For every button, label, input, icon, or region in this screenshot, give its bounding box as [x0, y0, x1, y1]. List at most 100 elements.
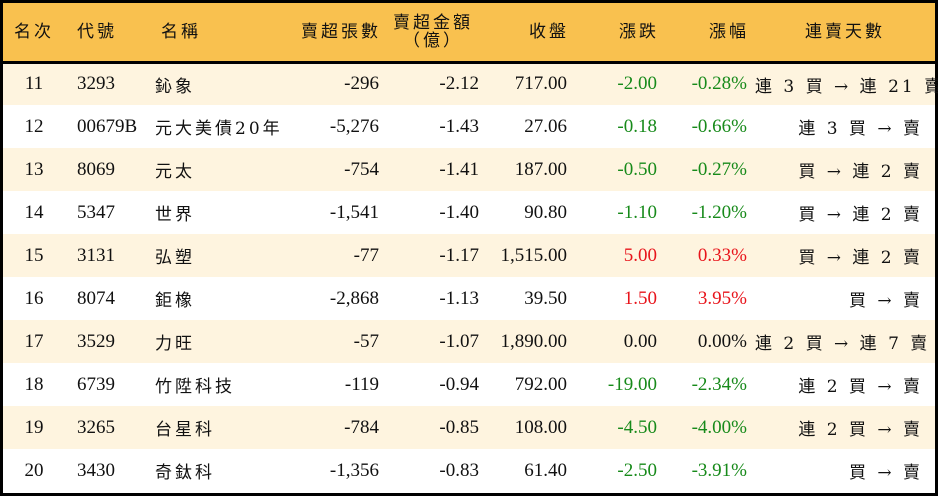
- cell-rank: 16: [24, 287, 44, 309]
- header-net-sell-amount-line1: 賣超金額: [393, 12, 473, 33]
- cell-rank: 11: [24, 73, 44, 95]
- table-body: 11 3293 鈊象 -296 -2.12 717.00 -2.00 -0.28…: [3, 62, 938, 492]
- header-name[interactable]: 名稱: [161, 21, 201, 42]
- cell-change: -1.10: [617, 201, 657, 223]
- cell-close: 717.00: [514, 73, 567, 95]
- cell-code: 3293: [77, 73, 115, 95]
- cell-net-sell-lots: -5,276: [329, 115, 379, 137]
- cell-net-sell-amount: -1.17: [439, 244, 479, 266]
- cell-net-sell-lots: -119: [344, 373, 379, 395]
- header-row: 名次 代號 名稱 賣超張數 賣超金額 （億） 收盤 漲跌 漲幅 連賣天數: [3, 3, 935, 62]
- table-row[interactable]: 16 8074 鉅橡 -2,868 -1.13 39.50 1.50 3.95%…: [3, 277, 935, 320]
- cell-net-sell-amount: -1.13: [439, 287, 479, 309]
- cell-change-pct: -1.20%: [691, 201, 747, 223]
- cell-close: 1,890.00: [500, 330, 568, 352]
- cell-change: -2.50: [617, 459, 657, 481]
- cell-net-sell-lots: -754: [344, 158, 379, 180]
- cell-code: 3131: [77, 244, 115, 266]
- header-net-sell-amount[interactable]: 賣超金額 （億）: [385, 3, 485, 62]
- cell-change: 5.00: [623, 244, 657, 266]
- cell-rank: 12: [24, 115, 44, 137]
- cell-code: 00679B: [77, 115, 138, 137]
- header-change[interactable]: 漲跌: [619, 21, 659, 42]
- cell-streak: 連 3 買 → 賣: [798, 119, 923, 139]
- header-net-sell-lots[interactable]: 賣超張數: [301, 21, 381, 42]
- cell-net-sell-lots: -784: [344, 416, 379, 438]
- cell-net-sell-amount: -2.12: [439, 73, 479, 95]
- cell-close: 187.00: [514, 158, 567, 180]
- table-row[interactable]: 11 3293 鈊象 -296 -2.12 717.00 -2.00 -0.28…: [3, 62, 938, 105]
- cell-name[interactable]: 弘塑: [155, 248, 195, 268]
- cell-rank: 20: [24, 459, 44, 481]
- cell-streak: 連 2 買 → 賣: [798, 420, 923, 440]
- cell-change-pct: -2.34%: [691, 373, 747, 395]
- cell-change: -2.00: [617, 73, 657, 95]
- table-row[interactable]: 18 6739 竹陞科技 -119 -0.94 792.00 -19.00 -2…: [3, 363, 935, 406]
- table-header: 名次 代號 名稱 賣超張數 賣超金額 （億） 收盤 漲跌 漲幅 連賣天數: [3, 3, 935, 62]
- cell-rank: 15: [24, 244, 44, 266]
- cell-rank: 18: [24, 373, 44, 395]
- table-row[interactable]: 15 3131 弘塑 -77 -1.17 1,515.00 5.00 0.33%…: [3, 234, 935, 277]
- header-net-sell-amount-line2: （億）: [403, 30, 463, 51]
- table-row[interactable]: 14 5347 世界 -1,541 -1.40 90.80 -1.10 -1.2…: [3, 191, 935, 234]
- cell-close: 792.00: [514, 373, 567, 395]
- cell-net-sell-lots: -296: [344, 73, 379, 95]
- cell-change-pct: -0.27%: [691, 158, 747, 180]
- cell-code: 6739: [77, 373, 115, 395]
- cell-net-sell-amount: -1.40: [439, 201, 479, 223]
- cell-name[interactable]: 世界: [155, 205, 195, 225]
- cell-net-sell-lots: -1,541: [329, 201, 379, 223]
- cell-change-pct: 0.33%: [697, 244, 747, 266]
- table-row[interactable]: 17 3529 力旺 -57 -1.07 1,890.00 0.00 0.00%…: [3, 320, 935, 363]
- header-streak[interactable]: 連賣天數: [805, 21, 885, 42]
- table-row[interactable]: 19 3265 台星科 -784 -0.85 108.00 -4.50 -4.0…: [3, 406, 935, 449]
- header-code[interactable]: 代號: [77, 21, 117, 42]
- cell-close: 27.06: [524, 115, 567, 137]
- cell-net-sell-lots: -57: [353, 330, 379, 352]
- cell-change-pct: -0.28%: [691, 73, 747, 95]
- header-close[interactable]: 收盤: [529, 21, 569, 42]
- cell-close: 61.40: [524, 459, 567, 481]
- cell-net-sell-lots: -1,356: [329, 459, 379, 481]
- cell-rank: 14: [24, 201, 44, 223]
- table-row[interactable]: 12 00679B 元大美債20年 -5,276 -1.43 27.06 -0.…: [3, 105, 935, 148]
- cell-name[interactable]: 力旺: [155, 334, 195, 354]
- header-change-pct[interactable]: 漲幅: [709, 21, 749, 42]
- cell-code: 3265: [77, 416, 115, 438]
- cell-code: 5347: [77, 201, 115, 223]
- cell-close: 39.50: [524, 287, 567, 309]
- cell-name[interactable]: 元太: [155, 162, 195, 182]
- cell-change: 0.00: [623, 330, 657, 352]
- cell-change: 1.50: [623, 287, 657, 309]
- cell-streak: 買 → 賣: [848, 291, 923, 311]
- cell-change-pct: -0.66%: [691, 115, 747, 137]
- cell-net-sell-amount: -0.94: [439, 373, 479, 395]
- cell-rank: 19: [24, 416, 44, 438]
- cell-close: 1,515.00: [500, 244, 568, 266]
- cell-streak: 買 → 連 2 賣: [798, 205, 923, 225]
- cell-streak: 買 → 連 2 賣: [798, 162, 923, 182]
- cell-streak: 連 3 買 → 連 21 賣: [755, 76, 938, 97]
- cell-close: 90.80: [524, 201, 567, 223]
- table-row[interactable]: 13 8069 元太 -754 -1.41 187.00 -0.50 -0.27…: [3, 148, 935, 191]
- cell-name[interactable]: 元大美債20年: [155, 119, 283, 139]
- table-row[interactable]: 20 3430 奇鈦科 -1,356 -0.83 61.40 -2.50 -3.…: [3, 449, 935, 492]
- cell-name[interactable]: 鈊象: [155, 76, 195, 97]
- cell-net-sell-lots: -77: [353, 244, 379, 266]
- cell-change-pct: 0.00%: [697, 330, 747, 352]
- cell-net-sell-amount: -1.41: [439, 158, 479, 180]
- cell-name[interactable]: 鉅橡: [155, 291, 195, 311]
- header-rank[interactable]: 名次: [14, 21, 54, 42]
- cell-change: -19.00: [607, 373, 657, 395]
- cell-net-sell-lots: -2,868: [329, 287, 379, 309]
- cell-code: 8069: [77, 158, 115, 180]
- cell-streak: 連 2 買 → 賣: [798, 377, 923, 397]
- cell-streak: 買 → 賣: [848, 463, 923, 483]
- cell-name[interactable]: 台星科: [155, 420, 215, 440]
- cell-code: 8074: [77, 287, 115, 309]
- cell-name[interactable]: 竹陞科技: [155, 377, 235, 397]
- cell-rank: 17: [24, 330, 44, 352]
- cell-name[interactable]: 奇鈦科: [155, 463, 215, 483]
- cell-net-sell-amount: -1.43: [439, 115, 479, 137]
